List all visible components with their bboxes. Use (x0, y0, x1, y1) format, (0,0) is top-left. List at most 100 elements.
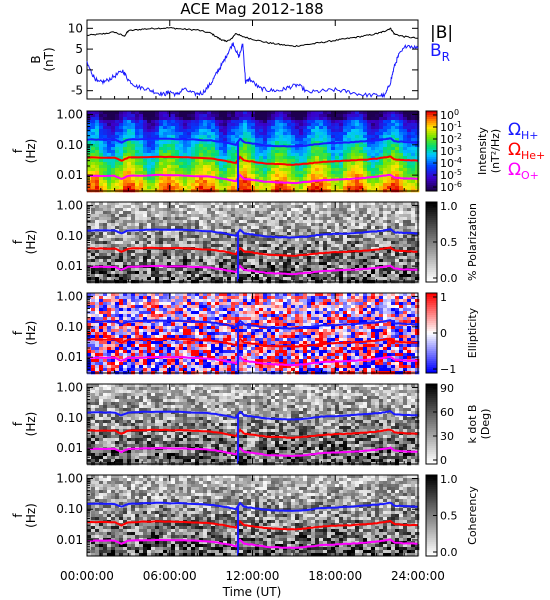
heatmap-cell (267, 226, 272, 230)
heatmap-cell (343, 144, 348, 148)
heatmap-cell (203, 114, 208, 118)
heatmap-cell (299, 208, 304, 212)
heatmap-cell (175, 147, 180, 151)
heatmap-cell (347, 205, 352, 209)
heatmap-cell (411, 265, 416, 269)
y-tick-label: 0.10 (56, 229, 83, 243)
heatmap-cell (103, 353, 108, 357)
heatmap-cell (135, 168, 140, 172)
heatmap-cell (355, 262, 360, 266)
heatmap-cell (395, 217, 400, 221)
heatmap-cell (299, 217, 304, 221)
heatmap-cell (351, 226, 356, 230)
heatmap-cell (279, 214, 284, 218)
heatmap-cell (303, 153, 308, 157)
heatmap-cell (223, 241, 228, 245)
heatmap-cell (171, 250, 176, 254)
legend-omega-sub: He+ (521, 149, 545, 162)
heatmap-cell (411, 171, 416, 175)
heatmap-cell (139, 153, 144, 157)
heatmap-cell (363, 147, 368, 151)
heatmap-cell (167, 232, 172, 236)
heatmap-cell (243, 150, 248, 154)
heatmap-cell (151, 241, 156, 245)
heatmap-cell (127, 235, 132, 239)
heatmap-cell (331, 226, 336, 230)
heatmap-cell (199, 277, 204, 281)
heatmap-cell (123, 344, 128, 348)
heatmap-cell (107, 341, 112, 345)
heatmap-cell (323, 186, 328, 190)
heatmap-cell (319, 141, 324, 145)
heatmap-cell (151, 123, 156, 127)
heatmap-cell (87, 253, 92, 257)
heatmap-cell (151, 135, 156, 139)
heatmap-cell (407, 120, 412, 124)
heatmap-cell (271, 268, 276, 272)
heatmap-cell (223, 202, 228, 206)
heatmap-cell (311, 274, 316, 278)
heatmap-cell (371, 165, 376, 169)
heatmap-cell (411, 217, 416, 221)
heatmap-cell (267, 238, 272, 242)
heatmap-cell (255, 262, 260, 266)
heatmap-cell (343, 202, 348, 206)
heatmap-cell (415, 271, 420, 275)
heatmap-cell (379, 111, 384, 115)
heatmap-cell (243, 202, 248, 206)
heatmap-cell (303, 126, 308, 130)
heatmap-cell (147, 171, 152, 175)
heatmap-cell (295, 202, 300, 206)
heatmap-cell (123, 326, 128, 330)
heatmap-cell (231, 117, 236, 121)
heatmap-cell (107, 241, 112, 245)
heatmap-cell (375, 259, 380, 263)
heatmap-cell (215, 271, 220, 275)
heatmap-cell (395, 117, 400, 121)
heatmap-cell (399, 205, 404, 209)
heatmap-cell (183, 171, 188, 175)
heatmap-cell (179, 253, 184, 257)
heatmap-cell (307, 265, 312, 269)
heatmap-cell (335, 244, 340, 248)
heatmap-cell (151, 132, 156, 136)
heatmap-cell (259, 156, 264, 160)
heatmap-cell (251, 183, 256, 187)
heatmap-cell (407, 214, 412, 218)
heatmap-cells (87, 293, 420, 375)
heatmap-cell (271, 165, 276, 169)
heatmap-cell (375, 123, 380, 127)
heatmap-cell (395, 220, 400, 224)
heatmap-cell (111, 244, 116, 248)
heatmap-cell (311, 211, 316, 215)
heatmap-cell (415, 168, 420, 172)
heatmap-cell (299, 232, 304, 236)
heatmap-cell (251, 129, 256, 133)
heatmap-cell (171, 132, 176, 136)
heatmap-cell (375, 226, 380, 230)
heatmap-cell (275, 129, 280, 133)
heatmap-cell (139, 165, 144, 169)
heatmap-cell (363, 123, 368, 127)
heatmap-cell (115, 241, 120, 245)
heatmap-cell (259, 220, 264, 224)
heatmap-cell (275, 202, 280, 206)
heatmap-cell (211, 205, 216, 209)
heatmap-cell (167, 111, 172, 115)
heatmap-cell (347, 211, 352, 215)
heatmap-cell (347, 129, 352, 133)
heatmap-cell (319, 208, 324, 212)
heatmap-cell (231, 217, 236, 221)
heatmap-cell (291, 217, 296, 221)
heatmap-cell (299, 250, 304, 254)
heatmap-cell (231, 174, 236, 178)
heatmap-cell (399, 259, 404, 263)
heatmap-cell (271, 265, 276, 269)
colorbar-swatch (426, 143, 437, 146)
heatmap-cell (391, 168, 396, 172)
heatmap-cell (139, 141, 144, 145)
heatmap-cell (127, 165, 132, 169)
heatmap-cell (267, 174, 272, 178)
heatmap-cell (175, 226, 180, 230)
heatmap-cell (307, 153, 312, 157)
